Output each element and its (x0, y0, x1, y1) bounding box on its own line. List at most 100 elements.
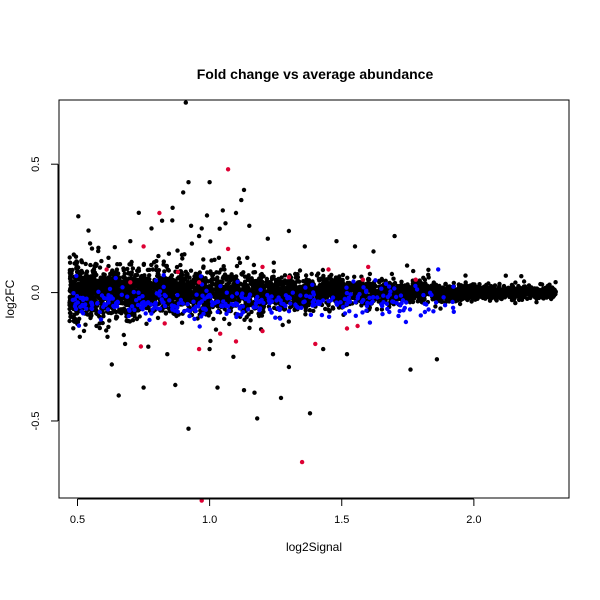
black-point (116, 393, 121, 398)
black-point (112, 245, 118, 250)
black-point (187, 275, 192, 280)
x-tick-label: 0.5 (70, 514, 85, 526)
black-point (175, 248, 180, 253)
blue-point (220, 304, 225, 309)
blue-point (224, 303, 229, 309)
blue-point (247, 292, 253, 297)
blue-point (74, 273, 79, 279)
black-point (234, 263, 240, 269)
blue-point (204, 288, 209, 293)
blue-point (360, 310, 365, 315)
black-point (513, 280, 518, 285)
black-point (509, 282, 515, 288)
blue-point (240, 291, 245, 296)
black-point (140, 281, 146, 286)
blue-point (161, 273, 166, 278)
black-outlier-point (265, 236, 270, 241)
black-point (335, 282, 340, 288)
black-point (129, 276, 134, 281)
black-point (327, 309, 332, 314)
blue-point (127, 308, 132, 313)
black-point (503, 273, 508, 278)
blue-point (209, 299, 215, 305)
blue-point (347, 299, 353, 304)
blue-point (171, 303, 177, 309)
black-point (242, 274, 248, 279)
black-point (215, 292, 220, 297)
blue-point (326, 314, 332, 319)
black-point (229, 277, 234, 283)
black-point (258, 282, 263, 288)
black-point (335, 290, 340, 295)
red-point (175, 269, 181, 275)
black-point (114, 267, 120, 272)
blue-point (399, 301, 404, 306)
black-point (415, 291, 420, 296)
black-point (118, 307, 124, 312)
black-point (79, 260, 85, 265)
blue-point (347, 309, 352, 314)
black-point (227, 321, 232, 327)
black-point (130, 295, 135, 301)
black-point (208, 271, 213, 276)
black-point (220, 290, 225, 296)
black-outlier-point (334, 239, 339, 244)
blue-point (161, 284, 166, 290)
blue-point (246, 298, 251, 304)
blue-point (129, 304, 135, 309)
black-point (461, 294, 467, 299)
black-point (227, 287, 232, 292)
black-point (323, 306, 328, 312)
blue-point (192, 316, 197, 322)
black-point (477, 282, 482, 287)
blue-point (76, 323, 82, 328)
black-point (90, 268, 95, 274)
black-point (485, 293, 490, 298)
blue-point (148, 302, 154, 307)
red-point (218, 331, 223, 336)
black-point (245, 255, 250, 260)
blue-point (153, 278, 159, 283)
blue-point (229, 302, 234, 307)
black-point (366, 284, 371, 289)
black-point (468, 285, 474, 290)
black-outlier-point (109, 362, 115, 367)
blue-point (353, 300, 358, 305)
black-point (307, 290, 313, 295)
blue-point (80, 297, 86, 303)
black-point (251, 270, 256, 275)
black-point (179, 288, 184, 293)
black-point (217, 270, 222, 275)
black-point (426, 267, 431, 272)
blue-point (253, 297, 259, 302)
black-outlier-point (207, 180, 212, 185)
black-point (67, 318, 72, 324)
black-point (365, 277, 371, 282)
blue-point (243, 296, 248, 302)
black-point (74, 277, 79, 282)
black-point (349, 282, 354, 287)
blue-point (201, 311, 206, 316)
black-point (287, 284, 292, 289)
black-point (537, 290, 542, 295)
black-point (86, 228, 91, 233)
y-tick-label: -0.5 (30, 411, 42, 430)
black-point (248, 318, 253, 323)
blue-point (89, 306, 95, 311)
black-point (435, 291, 441, 296)
blue-point (187, 313, 192, 319)
black-point (107, 318, 112, 323)
black-outlier-point (286, 364, 292, 370)
black-point (273, 292, 278, 297)
black-point (131, 282, 136, 287)
black-point (108, 271, 113, 276)
black-point (411, 268, 416, 274)
blue-point (368, 301, 374, 306)
black-point (147, 273, 152, 278)
red-point (260, 328, 265, 334)
black-outlier-point (165, 352, 170, 357)
black-point (106, 310, 111, 315)
blue-point (273, 315, 278, 320)
black-point (254, 278, 259, 284)
black-point (71, 326, 76, 331)
